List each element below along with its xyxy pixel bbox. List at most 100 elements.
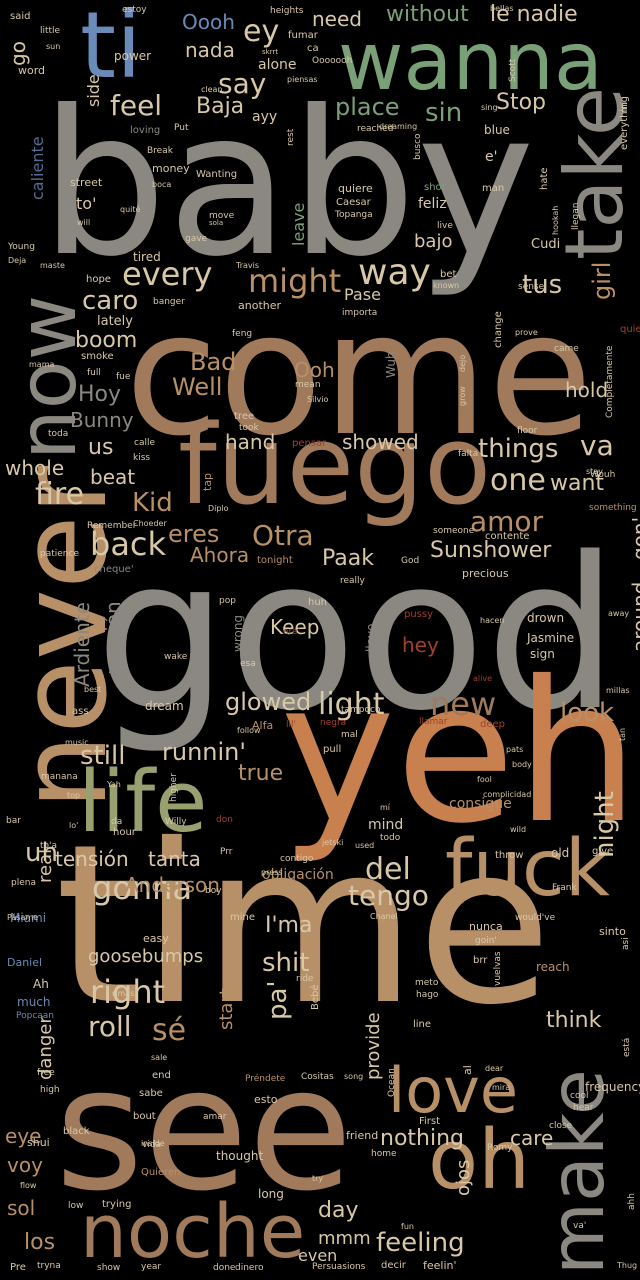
word-115: start	[216, 988, 237, 1030]
word-182: tampoco	[341, 705, 381, 715]
word-147: Caesar	[336, 197, 371, 208]
word-111: care	[510, 1126, 554, 1150]
word-98: caliente	[28, 136, 47, 200]
word-84: ey	[243, 14, 280, 49]
word-27: want	[550, 471, 605, 496]
word-328: grow	[458, 386, 467, 406]
word-38: del	[365, 852, 411, 887]
word-168: floor	[517, 426, 538, 436]
word-135: said	[10, 11, 31, 22]
word-178: pussy	[404, 609, 434, 620]
word-149: Cudi	[531, 237, 561, 252]
word-270: took	[239, 423, 259, 433]
word-227: end	[152, 1070, 171, 1081]
word-276: Remember	[87, 521, 137, 531]
word-255: feelin'	[423, 1259, 457, 1272]
word-189: deep	[480, 719, 505, 730]
word-224: vuelvas	[493, 951, 503, 986]
word-118: obligación	[262, 867, 334, 883]
word-55: tanta	[148, 847, 201, 871]
word-235: thought	[216, 1149, 264, 1163]
word-329: dejo	[458, 354, 467, 372]
word-261: Ocean	[387, 1068, 397, 1097]
word-220: Bebé	[310, 984, 321, 1010]
word-201: used	[355, 841, 375, 850]
word-256: Thug	[617, 1261, 638, 1270]
word-230: amar	[203, 1112, 227, 1122]
word-291: don	[216, 815, 233, 825]
word-169: falta	[458, 449, 479, 459]
word-112: ojos	[453, 1159, 474, 1196]
word-150: tired	[133, 250, 161, 264]
word-104: sol	[7, 1196, 36, 1220]
word-171: contente	[485, 531, 530, 542]
word-173: really	[340, 576, 365, 586]
word-293: mama	[29, 360, 55, 369]
word-130: Miami	[10, 911, 47, 925]
word-18: way	[358, 252, 431, 293]
word-222: meto	[415, 978, 439, 988]
word-174: tonight	[257, 555, 293, 566]
word-289: plena	[11, 878, 36, 888]
word-186: music	[65, 738, 89, 747]
word-247: high	[40, 1085, 60, 1095]
word-90: side	[84, 74, 103, 107]
word-114: think	[546, 1008, 602, 1033]
word-264: hear	[573, 1103, 594, 1113]
word-102: eye	[5, 1124, 42, 1148]
word-58: hey	[402, 633, 439, 657]
word-200: jetski	[322, 838, 344, 847]
word-3: time	[55, 797, 553, 1053]
word-337: mira	[492, 1083, 511, 1092]
word-342: fun	[401, 1222, 414, 1231]
word-285: manana	[41, 772, 78, 782]
word-226: está	[622, 1037, 632, 1057]
word-240: long	[258, 1187, 284, 1201]
word-141: heights	[270, 6, 304, 16]
word-33: Kid	[132, 488, 173, 518]
word-208: boy	[205, 886, 222, 896]
word-317: boca	[152, 180, 172, 189]
word-300: hookah	[551, 205, 560, 235]
word-50: runnin'	[162, 738, 246, 766]
word-86: need	[312, 7, 362, 31]
word-304: busco	[413, 133, 423, 160]
word-21: tus	[522, 270, 563, 300]
word-51: true	[238, 761, 284, 786]
word-158: hope	[86, 274, 111, 285]
word-241: trying	[102, 1199, 132, 1210]
word-125: Jasmine	[527, 631, 575, 645]
word-251: done	[213, 1263, 236, 1273]
word-109: feeling	[376, 1228, 465, 1258]
word-48: glowed	[225, 688, 312, 716]
word-153: full	[87, 368, 101, 378]
word-49: still	[80, 741, 126, 771]
word-146: quiere	[338, 182, 373, 195]
word-332: wild	[510, 825, 527, 834]
word-225: line	[413, 1019, 432, 1030]
word-95: bajo	[414, 231, 453, 252]
word-14: noche	[80, 1189, 306, 1275]
word-269: tree	[234, 411, 255, 422]
word-131: Daniel	[7, 956, 43, 969]
word-63: gon'	[628, 516, 640, 560]
word-12: ti	[80, 0, 142, 99]
word-275: Diplo	[208, 504, 229, 513]
word-28: amor	[470, 505, 544, 538]
word-116: goosebumps	[88, 946, 204, 967]
word-279: something	[589, 503, 637, 513]
word-155: money	[152, 162, 190, 175]
word-10: life	[78, 753, 208, 852]
word-108: even	[298, 1246, 338, 1265]
word-139: power	[114, 49, 152, 63]
word-206: give	[592, 846, 614, 857]
word-221: rimas	[112, 989, 135, 998]
word-68: showed	[342, 430, 419, 454]
word-316: Break	[147, 146, 173, 156]
word-145: blue	[484, 123, 510, 137]
word-2: good	[95, 512, 619, 757]
word-77: feel	[110, 89, 163, 122]
word-110: nothing	[380, 1126, 464, 1151]
word-44: shit	[262, 948, 310, 978]
